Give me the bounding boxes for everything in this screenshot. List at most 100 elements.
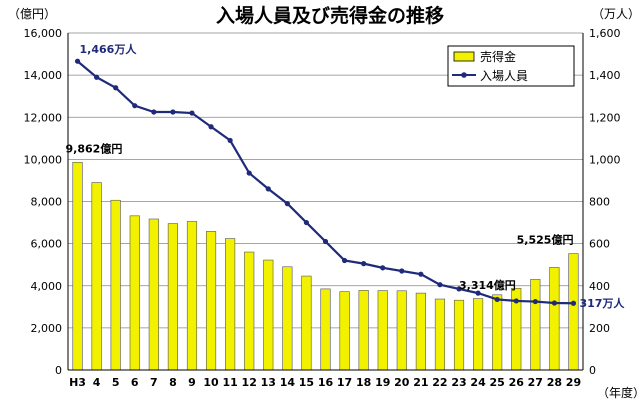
x-tick-label: 13 <box>261 376 276 389</box>
left-tick-label: 8,000 <box>31 196 63 209</box>
left-tick-label: 12,000 <box>24 111 63 124</box>
x-tick-label: H3 <box>69 376 86 389</box>
data-annotation: 317万人 <box>579 296 625 310</box>
left-tick-label: 10,000 <box>24 153 63 166</box>
line-point <box>551 300 557 306</box>
right-tick-label: 600 <box>589 238 610 251</box>
line-point <box>132 103 138 109</box>
right-axis-unit: （万人） <box>592 7 640 21</box>
x-tick-label: 6 <box>131 376 139 389</box>
x-tick-label: 4 <box>93 376 101 389</box>
right-tick-label: 1,200 <box>589 111 621 124</box>
line-point <box>380 265 386 271</box>
line-point <box>513 298 519 304</box>
line-point <box>418 271 424 277</box>
line-point <box>570 300 577 306</box>
bar <box>205 231 217 371</box>
annotations: 1,466万人 9,862億円 3,314億円 5,525億円 317万人 <box>66 42 626 310</box>
x-tick-label: 29 <box>566 376 581 389</box>
data-annotation: 5,525億円 <box>517 233 574 247</box>
bar <box>225 238 236 371</box>
left-tick-label: 6,000 <box>31 238 63 251</box>
line-point <box>284 201 290 207</box>
x-tick-label: 23 <box>451 376 466 389</box>
x-tick-label: 18 <box>356 376 371 389</box>
data-annotation: 9,862億円 <box>66 141 123 155</box>
x-tick-label: 12 <box>242 376 257 389</box>
right-tick-label: 1,600 <box>589 27 621 40</box>
line-point <box>208 124 214 130</box>
x-tick-label: 28 <box>547 376 562 389</box>
legend-line-marker <box>461 72 467 78</box>
bar <box>549 267 560 371</box>
left-tick-label: 16,000 <box>24 27 63 40</box>
line-point <box>151 109 157 115</box>
x-tick-label: 14 <box>280 376 296 389</box>
bar <box>72 161 83 371</box>
line-point <box>94 74 100 80</box>
bar <box>282 266 293 371</box>
x-tick-label: 7 <box>150 376 158 389</box>
line-point <box>322 238 329 245</box>
x-tick-label: 25 <box>490 376 505 389</box>
bar <box>186 221 198 371</box>
line-point <box>170 109 176 115</box>
right-tick-label: 200 <box>589 322 610 335</box>
bar-series <box>72 161 579 371</box>
line-series <box>74 58 577 306</box>
legend-bar-swatch <box>453 51 475 62</box>
legend: 売得金 入場人員 <box>447 45 575 87</box>
bar <box>129 215 140 371</box>
x-tick-label: 24 <box>470 376 486 389</box>
x-tick-label: 27 <box>528 376 543 389</box>
x-tick-label: 5 <box>112 376 120 389</box>
line-point <box>399 268 405 274</box>
line-point <box>265 186 271 192</box>
bar <box>492 294 503 371</box>
axes <box>67 33 584 371</box>
bar <box>339 291 350 371</box>
line-point <box>475 290 481 296</box>
data-annotation: 1,466万人 <box>80 42 138 56</box>
right-tick-label: 400 <box>589 280 610 293</box>
x-tick-label: 17 <box>337 376 352 389</box>
line-point <box>532 298 538 305</box>
line-point <box>361 261 367 267</box>
bar <box>434 298 446 371</box>
x-tick-label: 16 <box>318 376 334 389</box>
bar <box>530 279 541 371</box>
bar <box>148 218 159 371</box>
x-axis-unit: （年度） <box>597 385 642 400</box>
chart-title: 入場人員及び売得金の推移 <box>216 4 444 27</box>
x-tick-label: 9 <box>188 376 196 389</box>
right-tick-label: 0 <box>589 364 596 377</box>
legend-label-sales: 売得金 <box>480 49 516 64</box>
line-point <box>227 137 233 144</box>
x-tick-label: 8 <box>169 376 177 389</box>
bar <box>396 290 407 371</box>
right-tick-label: 1,000 <box>589 153 621 166</box>
bar <box>301 275 312 371</box>
left-tick-label: 0 <box>55 364 62 377</box>
bar <box>167 223 178 371</box>
left-axis-unit: （億円） <box>8 7 56 21</box>
line-point <box>246 170 252 176</box>
x-tick-label: 26 <box>509 376 525 389</box>
x-tick-label: 19 <box>375 376 390 389</box>
line-point <box>437 282 443 288</box>
line-point <box>113 85 119 91</box>
x-tick-label: 20 <box>394 376 410 389</box>
bar <box>263 259 274 371</box>
x-tick-label: 11 <box>222 376 237 389</box>
bar <box>415 292 426 371</box>
bar <box>320 288 331 371</box>
line-point <box>303 219 310 226</box>
right-tick-label: 800 <box>589 196 610 209</box>
bar <box>358 290 369 371</box>
bar <box>91 182 102 371</box>
bar <box>244 251 255 371</box>
right-tick-label: 1,400 <box>589 69 621 82</box>
left-tick-label: 14,000 <box>24 69 63 82</box>
x-tick-label: 21 <box>413 376 428 389</box>
